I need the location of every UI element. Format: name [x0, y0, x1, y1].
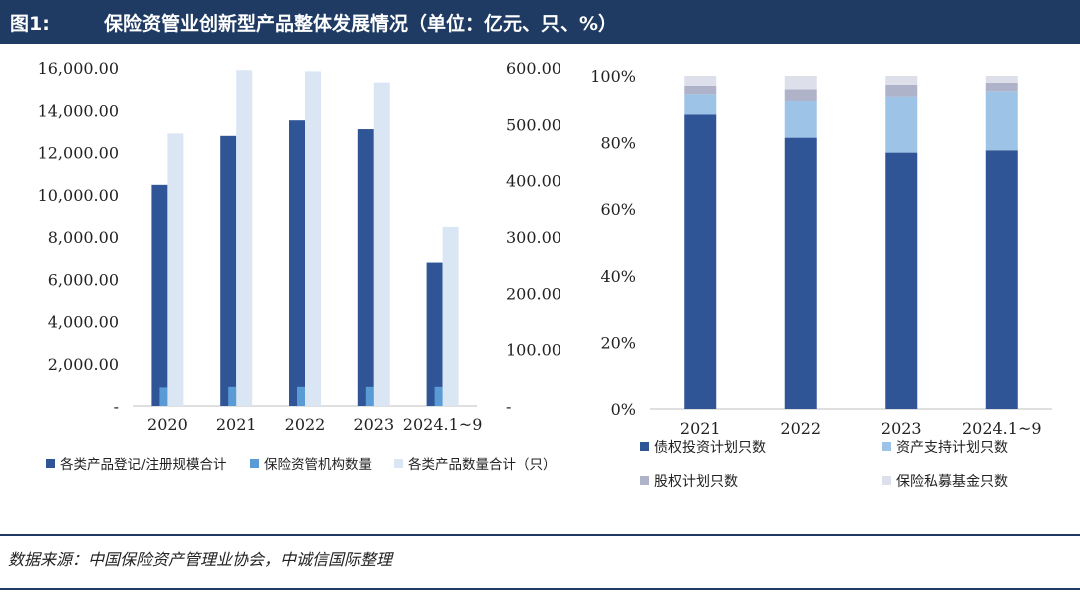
legend-swatch [46, 459, 55, 468]
y-tick-label: 40% [600, 267, 636, 286]
figure-title: 保险资管业创新型产品整体发展情况（单位：亿元、只、%） [104, 12, 618, 35]
legend-label: 资产支持计划只数 [896, 440, 1008, 456]
bar-series-2 [373, 82, 390, 406]
separator-line-bottom [0, 588, 1080, 590]
stacked-bar-series-2 [885, 84, 918, 97]
legend-swatch [394, 459, 403, 468]
y-tick-label: 20% [600, 333, 636, 352]
bar-series-2 [305, 71, 321, 406]
stacked-bar-series-1 [784, 100, 817, 138]
legend-swatch [882, 442, 891, 451]
y-left-tick-label: 12,000.00 [38, 144, 119, 163]
legend-label: 各类产品数量合计（只） [408, 457, 557, 473]
stacked-bar-series-1 [684, 94, 717, 115]
chart-product-mix: 0% 20% 40% 60% 80% 100% 2021 2022 2023 2024.1~9 债权… [590, 67, 1052, 490]
bar-series-2 [236, 70, 253, 407]
y-tick-label: 80% [600, 134, 636, 153]
x-tick-label: 2024.1~9 [403, 415, 483, 434]
figure-label: 图1: [10, 12, 50, 35]
legend-label: 债权投资计划只数 [654, 440, 766, 456]
y-tick-label: 0% [611, 400, 636, 419]
legend-label: 各类产品登记/注册规模合计 [60, 457, 227, 473]
stacked-bar-series-3 [885, 76, 918, 85]
x-tick-label: 2021 [680, 419, 721, 438]
x-tick-label: 2020 [147, 415, 188, 434]
stacked-bar-series-0 [784, 137, 817, 409]
y-left-tick-label: - [114, 397, 119, 416]
source-note: 数据来源：中国保险资产管理业协会，中诚信国际整理 [8, 550, 393, 569]
y-left-tick-label: 2,000.00 [48, 355, 119, 374]
stacked-bar-series-0 [684, 114, 717, 410]
legend-swatch [250, 459, 259, 468]
x-tick-label: 2022 [780, 419, 821, 438]
legend-swatch [640, 476, 649, 485]
y-right-tick-label: - [506, 397, 511, 416]
y-right-tick-label: 600.00 [506, 59, 560, 78]
legend-label: 股权计划只数 [654, 474, 738, 490]
legend-swatch [882, 476, 891, 485]
y-right-tick-label: 400.00 [506, 172, 560, 191]
bar-series-2 [442, 226, 459, 406]
stacked-bar-series-3 [684, 76, 717, 86]
stacked-bar-series-2 [684, 85, 717, 95]
stacked-bar-series-0 [985, 150, 1018, 409]
bar-series-0 [426, 262, 443, 406]
bar-series-2 [167, 133, 184, 406]
y-tick-label: 60% [600, 200, 636, 219]
y-left-tick-label: 14,000.00 [38, 101, 119, 120]
y-right-tick-label: 300.00 [506, 228, 560, 247]
x-tick-label: 2022 [285, 415, 326, 434]
y-left-tick-label: 16,000.00 [38, 59, 119, 78]
stacked-bar-series-1 [985, 91, 1018, 151]
bar-series-0 [151, 184, 168, 406]
bar-series-0 [289, 120, 305, 407]
legend-swatch [640, 442, 649, 451]
y-left-tick-label: 10,000.00 [38, 186, 119, 205]
y-tick-label: 100% [590, 67, 636, 86]
y-right-tick-label: 200.00 [506, 284, 560, 303]
y-left-tick-label: 8,000.00 [48, 228, 119, 247]
stacked-bar-series-2 [784, 89, 817, 101]
x-tick-label: 2023 [881, 419, 922, 438]
y-left-tick-label: 6,000.00 [48, 270, 119, 289]
stacked-bar-series-2 [985, 82, 1018, 92]
separator-line-top [0, 534, 1080, 536]
y-right-tick-label: 100.00 [506, 341, 560, 360]
x-tick-label: 2023 [353, 415, 394, 434]
x-tick-label: 2024.1~9 [962, 419, 1042, 438]
bar-series-0 [220, 135, 237, 406]
y-right-tick-label: 500.00 [506, 115, 560, 134]
chart-product-scale: - 2,000.00 4,000.00 6,000.00 8,000.00 10,000.… [38, 59, 560, 473]
stacked-bar-series-3 [784, 76, 817, 90]
legend-label: 保险私募基金只数 [896, 473, 1008, 490]
figure-title-bar: 图1: 保险资管业创新型产品整体发展情况（单位：亿元、只、%） [0, 0, 1080, 44]
legend-label: 保险资管机构数量 [264, 457, 372, 473]
legend: 各类产品登记/注册规模合计 保险资管机构数量 各类产品数量合计（只） [46, 457, 557, 473]
stacked-bar-series-0 [885, 152, 918, 409]
stacked-bar-series-1 [885, 96, 918, 153]
bar-series-0 [357, 129, 374, 406]
stacked-bar-series-3 [985, 76, 1018, 83]
y-left-tick-label: 4,000.00 [48, 313, 119, 332]
x-tick-label: 2021 [216, 415, 257, 434]
